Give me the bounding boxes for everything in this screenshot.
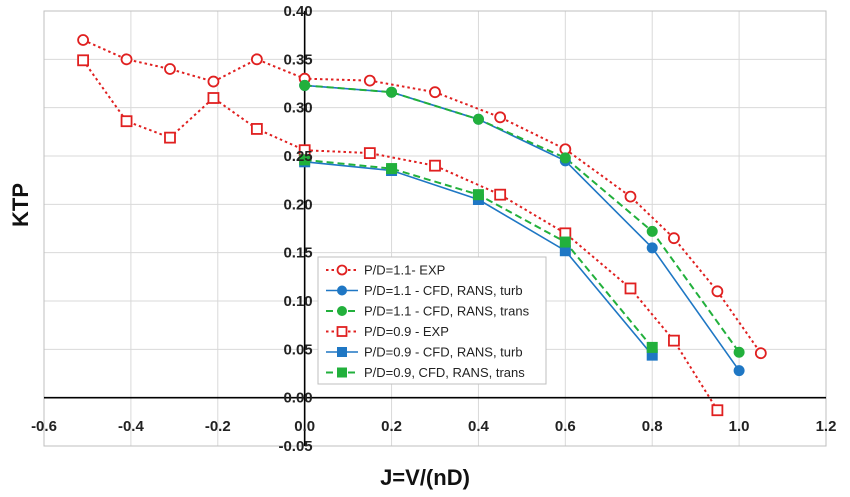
data-point-series-4 xyxy=(363,147,376,160)
legend-swatch-marker xyxy=(337,285,347,296)
y-tick-label: 0.40 xyxy=(283,3,312,20)
x-tick-label: -0.6 xyxy=(31,418,57,435)
data-point-series-1 xyxy=(207,75,220,88)
legend-label: P/D=0.9 - EXP xyxy=(364,324,449,339)
x-tick-label: 0.6 xyxy=(555,418,576,435)
data-point-series-6 xyxy=(299,154,311,166)
data-point-series-3 xyxy=(472,113,484,125)
data-point-series-4 xyxy=(429,159,441,172)
data-point-series-4 xyxy=(250,123,263,135)
legend-label: P/D=1.1 - CFD, RANS, trans xyxy=(364,304,530,319)
data-point-series-4 xyxy=(624,282,637,295)
x-tick-label: 0.2 xyxy=(381,418,402,435)
data-point-series-4 xyxy=(494,188,507,201)
data-point-series-6 xyxy=(646,341,658,353)
legend-swatch-marker xyxy=(336,326,348,337)
data-point-series-3 xyxy=(559,152,571,164)
data-point-series-1 xyxy=(429,86,441,99)
data-point-series-1 xyxy=(120,53,133,66)
y-tick-label: 0.35 xyxy=(283,51,312,68)
data-point-series-2 xyxy=(733,365,745,377)
data-point-series-1 xyxy=(668,232,680,245)
legend-label: P/D=1.1- EXP xyxy=(364,263,445,278)
y-tick-label: 0.10 xyxy=(283,293,312,310)
y-tick-label: 0.05 xyxy=(283,341,312,358)
y-tick-label: 0.25 xyxy=(283,148,312,165)
legend-swatch-marker xyxy=(337,367,347,378)
data-point-series-3 xyxy=(646,225,658,237)
x-tick-label: 1.2 xyxy=(816,418,837,435)
data-point-series-1 xyxy=(250,53,263,66)
x-axis-title: J=V/(nD) xyxy=(380,465,470,490)
data-point-series-3 xyxy=(299,79,311,91)
legend-swatch-marker xyxy=(336,264,348,276)
legend-box xyxy=(317,256,547,385)
tick-labels: -0.6 -0.4 -0.2 0.0 0.2 0.4 0.6 0.8 1.0 1.2 -0.05 0.… xyxy=(31,3,836,455)
y-tick-label: 0.15 xyxy=(283,245,312,262)
data-point-series-6 xyxy=(472,189,484,201)
data-point-series-1 xyxy=(363,74,376,87)
data-point-series-1 xyxy=(77,34,89,46)
data-point-series-4 xyxy=(164,131,176,144)
x-tick-label: -0.4 xyxy=(118,418,145,435)
data-point-series-4 xyxy=(77,54,89,67)
y-tick-label: 0.00 xyxy=(283,390,312,407)
legend-label: P/D=0.9, CFD, RANS, trans xyxy=(364,365,525,380)
data-point-series-1 xyxy=(711,285,724,298)
data-point-series-1 xyxy=(494,111,507,124)
legend-label: P/D=1.1 - CFD, RANS, turb xyxy=(364,283,523,298)
legend-swatch-marker xyxy=(337,347,347,357)
x-tick-label: 1.0 xyxy=(729,418,750,435)
data-point-series-3 xyxy=(733,346,745,358)
x-tick-label: 0.0 xyxy=(294,418,315,435)
x-tick-label: -0.2 xyxy=(205,418,231,435)
plot-frame xyxy=(43,10,827,447)
legend-label: P/D=0.9 - CFD, RANS, turb xyxy=(364,345,523,360)
data-point-series-3 xyxy=(386,86,398,98)
data-point-series-2 xyxy=(646,242,658,254)
x-tick-label: 0.8 xyxy=(642,418,663,435)
series-points xyxy=(77,34,767,417)
legend-swatch-marker xyxy=(337,306,347,316)
series-line-3 xyxy=(304,84,740,353)
data-point-series-4 xyxy=(668,334,680,347)
legend: P/D=1.1- EXP P/D=1.1 - CFD, RANS, turb P/D… xyxy=(317,256,547,385)
series-line-1 xyxy=(82,39,762,354)
data-point-series-1 xyxy=(164,63,176,75)
data-point-series-4 xyxy=(120,115,133,128)
x-tick-label: 0.4 xyxy=(468,418,490,435)
data-point-series-1 xyxy=(624,190,637,203)
data-point-series-1 xyxy=(754,347,767,360)
y-tick-label: -0.05 xyxy=(278,438,312,455)
data-point-series-6 xyxy=(386,163,398,175)
data-point-series-4 xyxy=(207,92,220,104)
y-tick-label: 0.20 xyxy=(283,196,312,213)
data-point-series-4 xyxy=(711,404,724,417)
y-tick-label: 0.30 xyxy=(283,100,312,117)
data-point-series-6 xyxy=(559,236,571,248)
y-axis-title: KTP xyxy=(8,183,33,227)
